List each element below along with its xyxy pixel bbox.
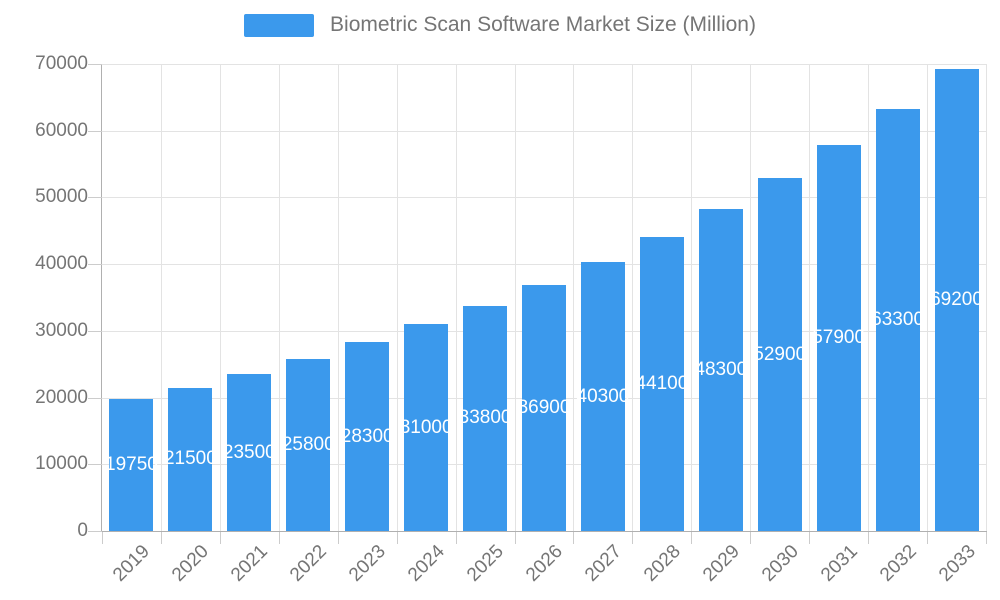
x-axis-tick [220,532,221,544]
bar-2020[interactable]: 21500 [164,387,217,531]
x-axis-tick [691,532,692,544]
gridline-horizontal [102,130,986,132]
bar-2021[interactable]: 23500 [223,374,276,531]
legend-label: Biometric Scan Software Market Size (Mil… [330,13,756,36]
x-axis-line [101,531,987,532]
legend-item[interactable]: Biometric Scan Software Market Size (Mil… [0,13,1000,37]
x-axis-tick [573,532,574,544]
x-axis-tick [632,532,633,544]
bar-2027[interactable]: 40300 [577,262,629,531]
y-axis-tick [88,531,102,532]
x-axis-tick [809,532,810,544]
gridline-horizontal [102,197,986,199]
y-axis-tick [88,64,102,65]
gridline-vertical [220,64,221,531]
bar-value-label: 21500 [163,448,217,470]
y-axis-tick [88,130,102,132]
y-axis-tick [88,197,102,199]
x-axis-tick [456,532,457,544]
bar-value-label: 44100 [635,372,689,394]
bar-value-label: 25800 [281,433,335,455]
bar-2033[interactable]: 69200 [930,69,983,531]
bar-2032[interactable]: 63300 [871,108,924,531]
y-axis-tick [88,397,102,399]
bar-value-label: 63300 [871,308,925,330]
gridline-vertical [338,64,339,531]
bar-value-label: 36900 [517,396,571,418]
legend-swatch [244,13,315,37]
x-axis-tick [279,532,280,544]
bar-value-label: 23500 [222,441,276,463]
bar-value-label: 28300 [340,425,394,447]
x-axis-tick [397,532,398,544]
bar-value-label: 48300 [694,358,748,380]
gridline-vertical [809,64,810,531]
x-axis-tick [161,532,162,544]
bar-value-label: 69200 [930,289,983,311]
y-axis-label: 60000 [35,119,88,141]
bar-value-label: 52900 [753,343,807,365]
gridline-vertical [632,64,633,531]
x-axis-tick [868,532,869,544]
x-axis-tick [927,532,928,544]
x-axis-label-2019: 2019 [109,541,155,586]
x-axis-tick [986,532,987,544]
gridline-vertical [573,64,574,531]
gridline-vertical [868,64,869,531]
x-axis-tick [515,532,516,544]
bar-2025[interactable]: 33800 [459,305,511,531]
bar-2026[interactable]: 36900 [518,284,570,531]
plot-area: 19750 21500 23500 25800 28300 31000 33800 36900… [102,64,987,531]
y-axis-tick [88,330,102,332]
y-axis-label: 40000 [35,253,88,275]
bar-2023[interactable]: 28300 [341,342,394,531]
gridline-vertical [397,64,398,531]
bar-value-label: 40300 [576,385,630,407]
x-axis-tick [338,532,339,544]
gridline-vertical [161,64,162,531]
bar-value-label: 19750 [105,454,158,476]
y-axis-label: 30000 [35,319,88,341]
bar-2019[interactable]: 19750 [105,399,158,531]
gridline-vertical [515,64,516,531]
gridline-vertical [986,64,987,531]
gridline-vertical [691,64,692,531]
bar-value-label: 57900 [812,326,866,348]
x-axis-tick [102,532,103,544]
y-axis-label: 50000 [35,186,88,208]
bar-2029[interactable]: 48300 [694,208,747,531]
y-axis-tick [88,464,102,466]
bar-2030[interactable]: 52900 [753,178,806,531]
bar-value-label: 31000 [399,416,453,438]
y-axis-label: 70000 [35,53,88,74]
y-axis-label: 10000 [35,453,88,475]
bar-value-label: 33800 [458,407,512,429]
y-axis-label: 20000 [35,386,88,408]
gridline-vertical [279,64,280,531]
bar-2028[interactable]: 44100 [635,236,688,531]
bar-2024[interactable]: 31000 [400,324,453,531]
gridline-vertical [750,64,751,531]
gridline-horizontal [102,264,986,266]
bar-2022[interactable]: 25800 [282,358,335,531]
bar-2031[interactable]: 57900 [812,144,865,531]
x-axis-tick [750,532,751,544]
gridline-horizontal [102,64,986,65]
y-axis-label: 0 [77,520,88,541]
gridline-vertical [927,64,928,531]
y-axis-line [101,64,102,532]
y-axis-tick [88,264,102,266]
gridline-vertical [456,64,457,531]
